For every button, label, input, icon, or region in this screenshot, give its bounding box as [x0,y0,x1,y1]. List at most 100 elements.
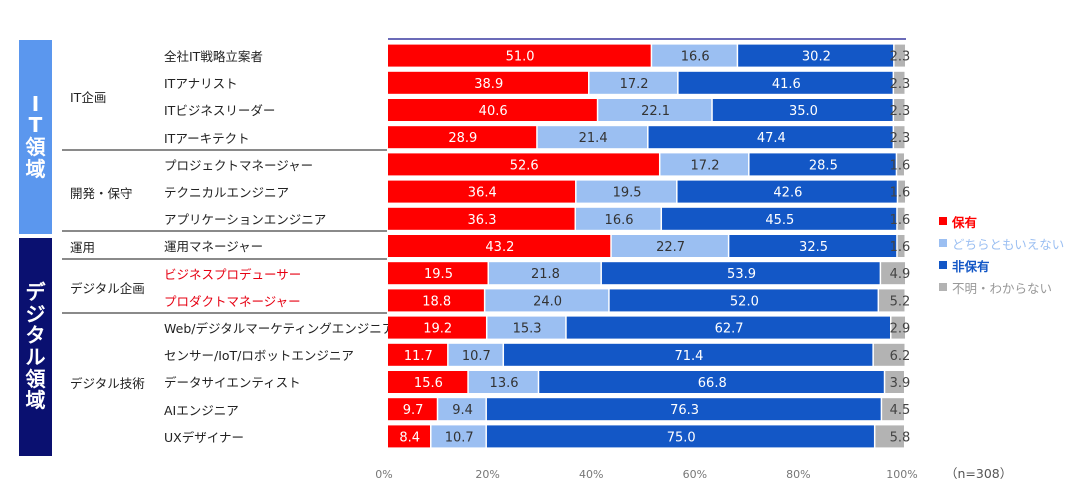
group-label: 運用 [70,240,96,255]
bar-hold [388,316,486,339]
data-label: 76.3 [670,403,699,418]
data-label: 5.8 [890,430,911,445]
data-label: 2.3 [890,104,911,119]
data-label: 24.0 [533,294,562,309]
bar-unknown [882,398,904,421]
legend-label: どちらともいえない [952,236,1065,252]
data-label: 52.6 [510,158,539,173]
category-label: プロダクトマネージャー [164,293,301,309]
domain-label-char: T [28,113,43,138]
data-label: 28.5 [809,158,838,173]
legend: 保有 どちらともいえない 非保有 不明・わからない [939,210,1064,298]
data-label: 1.6 [890,186,911,201]
data-label: 42.6 [773,186,802,201]
bar-unknown [897,153,904,176]
domain-label-char: ジ [25,301,46,326]
data-label: 10.7 [462,349,491,364]
x-tick-label: 20% [475,468,500,481]
data-label: 40.6 [479,104,508,119]
bar-neutral [485,289,609,312]
group-label: デジタル企画 [70,280,145,296]
bar-not-hold [609,289,878,312]
category-label: テクニカルエンジニア [164,185,290,200]
bar-unknown [873,343,905,366]
category-label: ITアナリスト [164,76,238,92]
data-label: 30.2 [802,50,831,65]
category-label: UXデザイナー [164,429,244,445]
x-tick-label: 0% [375,468,393,481]
group-label: 開発・保守 [70,185,133,201]
data-label: 17.2 [620,77,649,92]
bar-hold [388,289,484,312]
bar-unknown [894,44,906,67]
legend-item: 不明・わからない [939,276,1064,298]
data-label: 71.4 [674,349,703,364]
data-label: 19.5 [424,267,453,282]
bar-unknown [885,371,904,393]
bar-not-hold [678,71,893,94]
data-label: 16.6 [605,213,634,228]
bar-hold [388,153,659,176]
bar-neutral [537,126,648,149]
data-label: 15.3 [513,322,542,337]
bar-neutral [598,99,712,121]
data-label: 1.6 [890,158,911,173]
group-separator [62,148,387,151]
bar-not-hold [539,371,884,393]
data-label: 9.4 [452,403,473,418]
bar-neutral [448,343,503,366]
data-label: 53.9 [727,267,756,282]
category-label: ビジネスプロデューサー [164,266,302,282]
x-tick-label: 100% [886,468,918,481]
data-label: 15.6 [414,376,443,391]
data-label: 35.0 [789,104,818,119]
sample-size-note: （n=308） [945,466,1013,481]
bar-hold [388,126,537,149]
data-label: 43.2 [485,240,514,255]
bar-hold [388,99,597,121]
domain-label-char: 領 [25,366,46,391]
bar-unknown [894,99,905,121]
data-label: 9.7 [403,403,424,418]
legend-label: 不明・わからない [952,280,1053,296]
group-separator [62,257,387,260]
data-label: 21.4 [579,131,608,146]
data-label: 47.4 [757,131,786,146]
bar-neutral [589,71,678,94]
bar-hold [388,262,488,285]
bar-hold [388,180,576,203]
bar-not-hold [566,316,890,339]
category-label: アプリケーションエンジニア [164,212,327,228]
bar-hold [388,371,468,393]
data-label: 32.5 [799,240,828,255]
bar-neutral [576,207,661,230]
bar-unknown [897,235,905,257]
bar-not-hold [677,180,897,203]
bar-hold [388,71,589,94]
data-label: 6.2 [890,349,911,364]
data-label: 13.6 [490,376,519,391]
bar-neutral [487,316,566,339]
domain-label-char: タ [25,323,46,348]
data-label: 52.0 [730,294,759,309]
bar-not-hold [749,153,896,176]
bar-neutral [431,425,486,448]
data-label: 5.2 [890,294,911,309]
data-label: 2.3 [890,77,911,92]
data-label: 2.3 [890,131,911,146]
domain-label-char: 域 [25,388,46,413]
bar-hold [388,235,611,257]
legend-swatch-icon [939,261,947,269]
data-label: 18.8 [422,294,451,309]
data-label: 41.6 [772,77,801,92]
category-label: データサイエンティスト [164,375,301,391]
bar-not-hold [486,398,881,421]
category-label: 全社IT戦略立案者 [164,49,263,64]
data-label: 45.5 [765,213,794,228]
group-separator [62,230,387,233]
bar-not-hold [504,343,873,366]
category-label: ITアーキテクト [164,130,250,146]
bar-neutral [468,371,538,393]
data-label: 19.2 [423,322,452,337]
